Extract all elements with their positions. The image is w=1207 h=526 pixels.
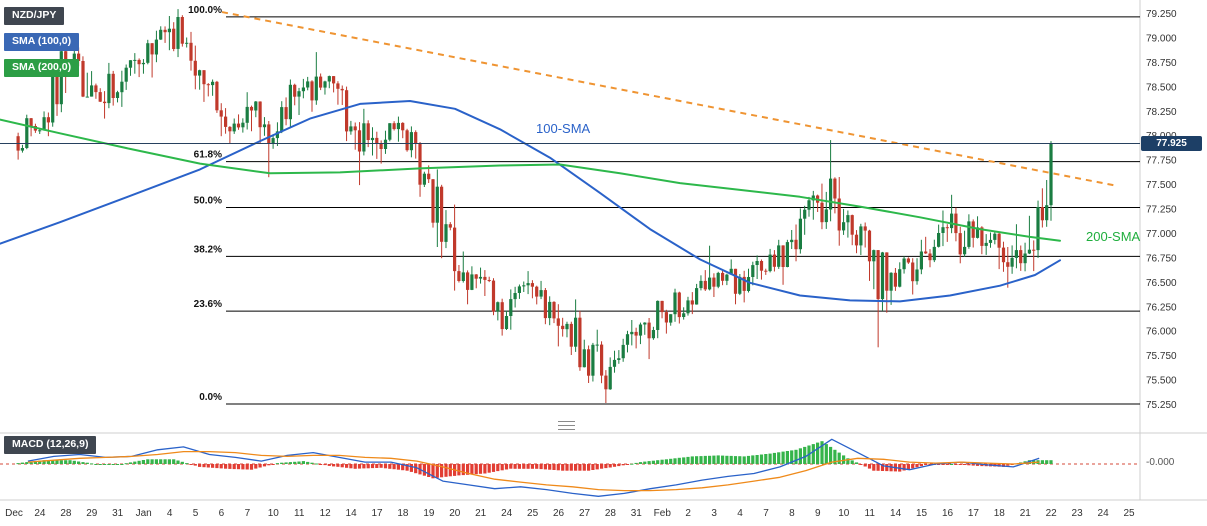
svg-text:28: 28 — [605, 508, 617, 519]
svg-text:8: 8 — [789, 508, 795, 519]
svg-text:5: 5 — [193, 508, 199, 519]
symbol-badge[interactable]: NZD/JPY — [4, 7, 65, 25]
svg-text:24: 24 — [501, 508, 513, 519]
descending-trendline — [221, 11, 1119, 188]
svg-text:12: 12 — [320, 508, 332, 519]
axis-labels: 79.25079.00078.75078.50078.25078.00077.7… — [5, 9, 1177, 519]
svg-text:16: 16 — [942, 508, 954, 519]
svg-text:75.500: 75.500 — [1146, 376, 1177, 387]
svg-text:7: 7 — [763, 508, 769, 519]
svg-text:9: 9 — [815, 508, 821, 519]
sma100-legend-badge[interactable]: SMA (100,0) — [4, 33, 80, 51]
svg-text:11: 11 — [865, 508, 876, 519]
svg-text:27: 27 — [579, 508, 591, 519]
last-price-badge: 77.925 — [1141, 136, 1202, 151]
svg-text:76.250: 76.250 — [1146, 302, 1177, 313]
svg-text:18: 18 — [397, 508, 409, 519]
svg-text:78.500: 78.500 — [1146, 82, 1177, 93]
svg-text:2: 2 — [685, 508, 691, 519]
svg-text:17: 17 — [371, 508, 383, 519]
svg-text:14: 14 — [346, 508, 358, 519]
svg-text:77.750: 77.750 — [1146, 156, 1177, 167]
svg-text:76.750: 76.750 — [1146, 253, 1177, 264]
svg-text:79.000: 79.000 — [1146, 33, 1177, 44]
svg-text:21: 21 — [475, 508, 487, 519]
sma-lines — [0, 100, 1061, 303]
macd-pane — [0, 438, 1140, 497]
svg-text:77.500: 77.500 — [1146, 180, 1177, 191]
svg-text:77.250: 77.250 — [1146, 205, 1177, 216]
svg-text:0.0%: 0.0% — [199, 392, 222, 403]
svg-text:Feb: Feb — [654, 508, 672, 519]
svg-text:14: 14 — [890, 508, 902, 519]
svg-text:78.250: 78.250 — [1146, 107, 1177, 118]
svg-text:31: 31 — [631, 508, 643, 519]
svg-text:Jan: Jan — [136, 508, 152, 519]
svg-text:61.8%: 61.8% — [194, 150, 222, 161]
svg-text:31: 31 — [112, 508, 124, 519]
svg-text:26: 26 — [553, 508, 565, 519]
svg-text:25: 25 — [527, 508, 539, 519]
svg-text:6: 6 — [219, 508, 225, 519]
pane-separators — [0, 0, 1207, 501]
svg-text:79.250: 79.250 — [1146, 9, 1177, 20]
svg-text:50.0%: 50.0% — [194, 196, 222, 207]
svg-text:7: 7 — [245, 508, 251, 519]
sma100-line-label: 100-SMA — [536, 121, 591, 136]
sma200-legend-badge[interactable]: SMA (200,0) — [4, 59, 80, 77]
svg-text:11: 11 — [294, 508, 305, 519]
svg-text:3: 3 — [711, 508, 717, 519]
svg-text:25: 25 — [1123, 508, 1135, 519]
svg-text:21: 21 — [1020, 508, 1032, 519]
svg-text:75.250: 75.250 — [1146, 400, 1177, 411]
svg-text:10: 10 — [838, 508, 850, 519]
svg-text:17: 17 — [968, 508, 980, 519]
svg-text:22: 22 — [1046, 508, 1058, 519]
svg-text:Dec: Dec — [5, 508, 23, 519]
svg-text:15: 15 — [916, 508, 928, 519]
svg-text:23.6%: 23.6% — [194, 299, 222, 310]
svg-text:18: 18 — [994, 508, 1006, 519]
svg-text:100.0%: 100.0% — [188, 5, 222, 16]
svg-text:24: 24 — [34, 508, 46, 519]
svg-text:24: 24 — [1098, 508, 1110, 519]
svg-text:78.750: 78.750 — [1146, 58, 1177, 69]
svg-text:4: 4 — [167, 508, 173, 519]
macd-legend-badge[interactable]: MACD (12,26,9) — [4, 436, 97, 454]
svg-text:38.2%: 38.2% — [194, 244, 222, 255]
svg-text:76.500: 76.500 — [1146, 278, 1177, 289]
candles — [16, 9, 1053, 403]
svg-text:20: 20 — [449, 508, 461, 519]
svg-text:75.750: 75.750 — [1146, 351, 1177, 362]
svg-text:29: 29 — [86, 508, 98, 519]
pane-resize-handle[interactable] — [558, 421, 575, 430]
svg-text:28: 28 — [60, 508, 72, 519]
svg-text:77.000: 77.000 — [1146, 229, 1177, 240]
svg-text:19: 19 — [423, 508, 435, 519]
fib-retracement: 100.0% 61.8% 50.0% 38.2% 23.6% 0.0% — [188, 5, 1140, 405]
sma200-line-label: 200-SMA — [1086, 229, 1141, 244]
svg-text:76.000: 76.000 — [1146, 327, 1177, 338]
svg-text:10: 10 — [268, 508, 280, 519]
svg-text:23: 23 — [1072, 508, 1084, 519]
svg-text:4: 4 — [737, 508, 743, 519]
macd-zero-label: -0.000 — [1146, 457, 1175, 468]
